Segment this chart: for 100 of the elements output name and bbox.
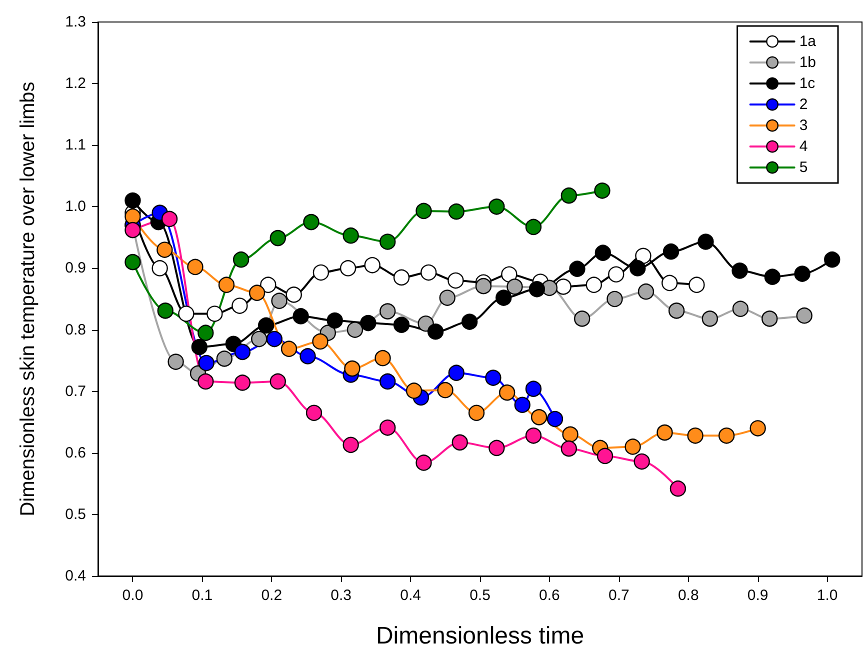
legend-label: 1a [799,33,817,50]
legend-label: 2 [799,96,808,113]
point [124,208,141,225]
legend-label: 4 [799,138,808,155]
legend-label: 5 [799,159,808,176]
point [157,302,174,319]
point [286,286,302,303]
point [292,308,309,324]
point [670,480,686,497]
x-tick-label: 0.9 [747,587,768,604]
point [630,260,646,276]
point [427,324,444,340]
point [380,303,396,320]
point [702,310,718,327]
point [374,350,391,366]
point [525,380,542,397]
y-tick-label: 1.1 [65,136,86,154]
point [266,330,283,348]
point [485,370,502,386]
point [764,268,781,285]
point [380,234,396,250]
point [346,322,364,338]
x-tick-label: 0.3 [330,587,352,604]
point [461,314,478,330]
point [506,278,523,295]
point [303,214,320,230]
point [586,276,602,293]
point [488,440,505,456]
point [248,284,266,301]
point [718,428,735,444]
point [216,350,233,367]
point [406,382,422,399]
point [420,264,437,281]
point [258,317,274,334]
point [762,310,778,327]
point [312,333,328,350]
point [596,448,614,464]
point [124,192,141,209]
x-tick-label: 0.5 [470,587,490,604]
y-tick-label: 1.3 [65,14,86,30]
x-tick-label: 0.4 [400,587,421,604]
point [560,440,577,457]
point [416,202,432,220]
point [360,314,376,332]
y-tick-label: 1.0 [65,198,86,216]
y-tick-label: 0.5 [65,506,86,523]
point [380,420,396,436]
point [168,354,184,370]
point [312,264,330,281]
point [152,260,168,276]
point [280,340,298,357]
point [732,300,749,317]
point [344,360,360,377]
point [525,428,542,444]
point [178,306,194,322]
point [342,228,359,244]
point [562,426,578,443]
x-tick-label: 1.0 [816,587,838,604]
legend-label: 1c [799,75,816,92]
y-tick-label: 1.2 [65,75,86,92]
point [475,278,492,294]
point [124,254,141,270]
point [635,248,652,264]
point [437,382,454,398]
point [824,252,840,268]
x-tick-label: 0.7 [608,587,630,604]
point [187,258,204,276]
point [439,290,456,306]
point [656,424,673,441]
point [156,242,173,258]
point [732,262,748,279]
point [606,290,623,308]
point [393,269,410,286]
point [452,434,468,451]
y-tick-label: 0.6 [65,444,86,462]
legend-label: 1b [799,54,816,71]
point [668,302,685,319]
point [124,222,141,238]
point [496,290,512,306]
point [416,454,432,471]
point [206,306,223,322]
point [161,210,178,228]
point [232,252,250,268]
point [198,324,214,341]
point [488,198,505,215]
point [698,234,714,250]
point [468,404,485,421]
point [750,420,766,436]
point [638,284,654,300]
point [608,266,624,282]
point [514,396,530,413]
point [306,404,322,421]
x-tick-label: 0.1 [192,587,213,604]
point [300,348,316,364]
point [393,316,410,333]
point [569,260,586,277]
x-tick-label: 0.6 [539,587,560,604]
point [218,276,235,293]
point [634,453,650,470]
point [270,373,286,390]
